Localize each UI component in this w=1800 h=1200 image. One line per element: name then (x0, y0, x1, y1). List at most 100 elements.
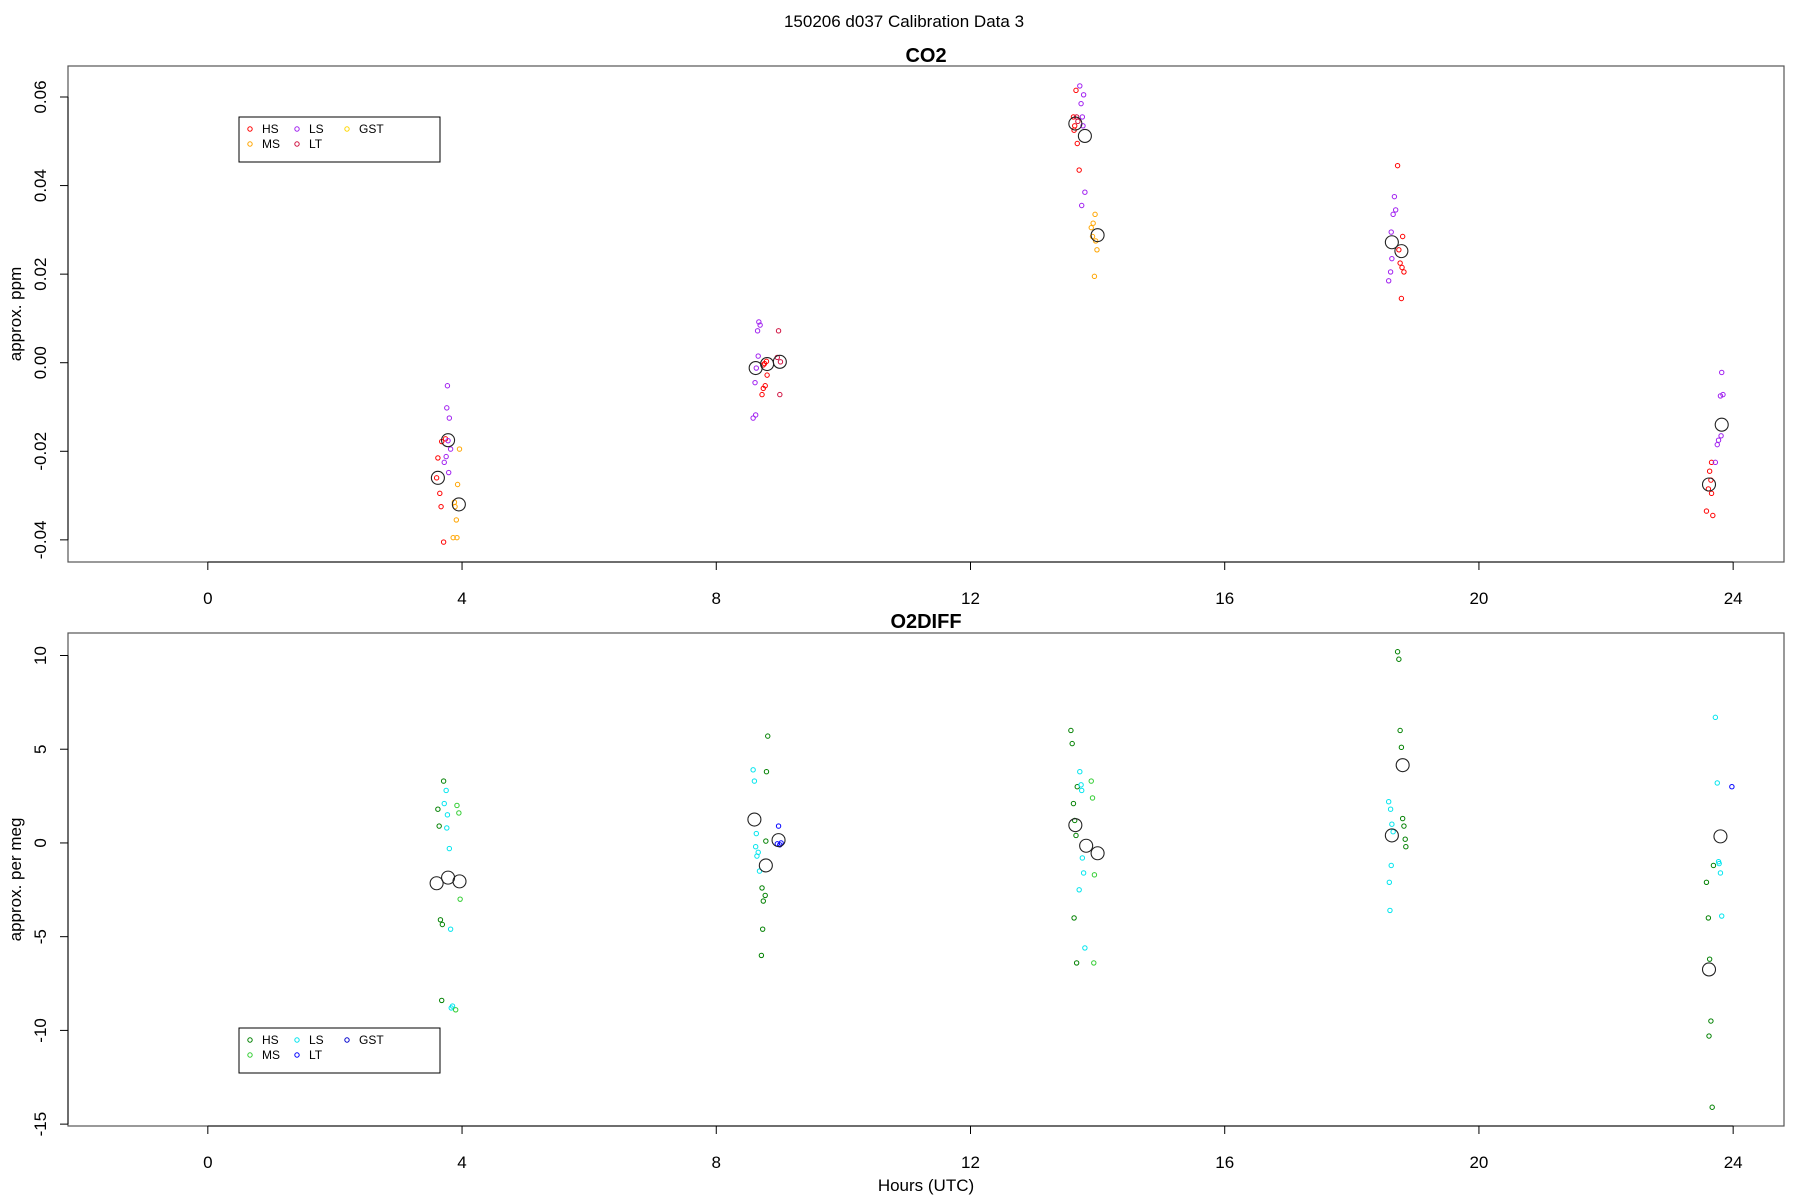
data-point (1070, 800, 1077, 807)
x-tick-label: 4 (457, 1153, 466, 1172)
data-point (1076, 887, 1082, 893)
series-hs (433, 87, 1716, 545)
data-point (1388, 229, 1394, 235)
y-tick-label: 0.02 (31, 258, 50, 291)
data-point (752, 843, 759, 850)
data-point (1091, 960, 1097, 966)
mean-point (771, 833, 786, 848)
legend-label: MS (262, 1048, 280, 1062)
legend-label: LT (309, 1048, 323, 1062)
data-point (444, 812, 451, 818)
data-point (777, 391, 783, 398)
data-point (1399, 815, 1406, 822)
data-point (1089, 795, 1096, 801)
data-point (1394, 162, 1401, 169)
x-tick-label: 12 (961, 589, 980, 608)
data-point (447, 926, 454, 932)
data-point (443, 453, 449, 460)
data-point (759, 885, 765, 891)
data-point (757, 322, 763, 328)
y-tick-label: -5 (31, 929, 50, 944)
data-point (1399, 264, 1405, 271)
legend-box (238, 1027, 441, 1074)
x-tick-label: 12 (961, 1153, 980, 1172)
data-point (1385, 278, 1392, 284)
legend-marker (344, 126, 350, 132)
data-point (759, 391, 765, 398)
legend-marker (294, 126, 300, 132)
legend-label: GST (359, 122, 384, 136)
data-point (1708, 1018, 1714, 1024)
y-tick-label: 0.04 (31, 169, 50, 202)
data-point (452, 1007, 459, 1013)
data-point (763, 358, 770, 365)
data-point (1714, 780, 1720, 786)
legend-item-ls: LS (294, 122, 324, 136)
mean-point (1701, 477, 1717, 492)
data-point (1068, 727, 1074, 734)
data-point (1729, 784, 1735, 790)
x-tick-label: 24 (1724, 1153, 1743, 1172)
data-point (450, 534, 456, 541)
data-point (1387, 806, 1394, 812)
legend-item-gst: GST (344, 1033, 384, 1047)
data-point (446, 415, 453, 421)
mean-point (430, 470, 445, 485)
mean-point (1090, 846, 1105, 861)
data-point (1078, 100, 1084, 107)
data-point (1079, 114, 1086, 120)
legend-label: MS (262, 137, 280, 151)
legend-label: LT (309, 137, 323, 151)
legend-box (238, 116, 441, 163)
data-point (1079, 202, 1085, 209)
y-tick-label: 0.06 (31, 80, 50, 113)
data-point (1387, 907, 1393, 914)
data-point (1403, 843, 1409, 850)
data-point (1394, 649, 1401, 655)
data-point (1706, 1033, 1712, 1039)
x-tick-label: 16 (1215, 589, 1234, 608)
data-point (1397, 260, 1403, 266)
data-point (1075, 118, 1081, 125)
y-axis-title: approx. ppm (6, 267, 25, 362)
y-tick-label: -15 (31, 1112, 50, 1137)
legend-marker (247, 141, 253, 147)
y-tick-label: 10 (31, 646, 50, 665)
data-point (762, 383, 768, 389)
y-tick-label: -10 (31, 1018, 50, 1043)
data-point (438, 503, 444, 510)
y-tick-label: 0.00 (31, 346, 50, 379)
mean-point (1395, 758, 1410, 773)
data-point (762, 892, 768, 899)
x-tick-label: 4 (457, 589, 466, 608)
data-point (1396, 247, 1402, 253)
mean-point (1701, 962, 1717, 977)
legend-label: LS (309, 122, 324, 136)
x-axis-title: Hours (UTC) (878, 1176, 974, 1195)
data-point (436, 823, 442, 829)
data-point (1094, 247, 1100, 253)
data-point (1709, 1104, 1715, 1110)
data-point (754, 328, 761, 334)
data-point (1091, 872, 1098, 878)
legend-item-ms: MS (247, 137, 280, 151)
legend-label: GST (359, 1033, 384, 1047)
data-point (444, 405, 450, 411)
data-point (1387, 269, 1394, 275)
mean-point (747, 812, 762, 827)
data-point (1703, 879, 1710, 886)
data-point (1402, 836, 1408, 842)
series-lt (774, 784, 1735, 848)
data-point (1386, 879, 1393, 886)
legend-marker (247, 1052, 253, 1058)
data-point (1719, 369, 1725, 376)
legend-item-hs: HS (247, 122, 279, 136)
legend-marker (294, 1037, 300, 1043)
data-point (752, 412, 759, 418)
data-point (1092, 211, 1098, 218)
legend-marker (247, 1037, 253, 1043)
data-point (1391, 193, 1398, 200)
data-point (1077, 769, 1083, 775)
legend-item-lt: LT (294, 137, 323, 151)
mean-point (1077, 128, 1092, 144)
